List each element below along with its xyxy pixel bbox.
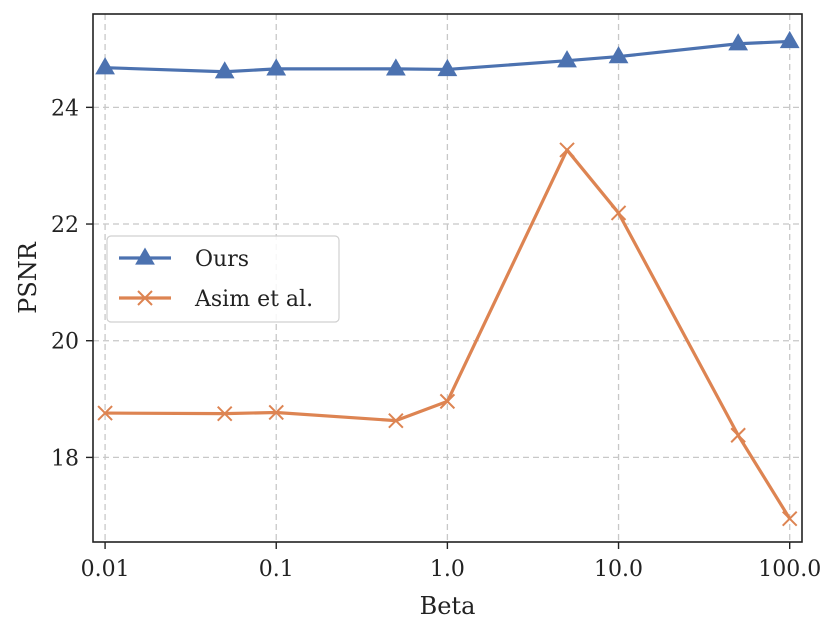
data-point-marker xyxy=(385,58,406,76)
legend-label: Asim et al. xyxy=(194,287,313,312)
ticks: 0.01 0.1 1.0 10.0 100.0 18 20 22 24 xyxy=(51,96,821,582)
y-tick-label: 20 xyxy=(51,330,79,355)
legend-item: Ours xyxy=(119,247,249,272)
data-point-marker xyxy=(97,405,113,421)
data-point-marker xyxy=(559,142,575,158)
data-point-marker xyxy=(608,46,629,64)
x-tick-label: 100.0 xyxy=(758,557,821,582)
series-asim-et-al xyxy=(97,142,798,527)
data-point-marker xyxy=(214,61,235,79)
data-point-marker xyxy=(728,33,749,51)
data-point-marker xyxy=(781,510,798,527)
grid xyxy=(93,14,802,542)
y-tick-label: 22 xyxy=(51,213,79,238)
x-tick-label: 1.0 xyxy=(430,557,465,582)
data-point-marker xyxy=(268,404,284,421)
data-point-marker xyxy=(439,393,456,410)
series-ours xyxy=(95,30,800,79)
legend-label: Ours xyxy=(195,247,249,272)
data-point-marker xyxy=(388,412,404,429)
data-point-marker xyxy=(266,58,287,76)
data-point-marker xyxy=(610,205,627,221)
data-point-marker xyxy=(95,57,115,75)
series-layer xyxy=(95,30,800,527)
data-point-marker xyxy=(779,30,800,49)
legend-swatch-marker xyxy=(135,247,155,265)
x-tick-label: 0.1 xyxy=(259,557,294,582)
x-axis-label: Beta xyxy=(420,592,476,620)
x-tick-label: 0.01 xyxy=(81,557,130,582)
data-point-marker xyxy=(557,50,577,68)
data-point-marker xyxy=(217,405,233,422)
legend-swatch-marker xyxy=(137,290,153,306)
y-tick-label: 24 xyxy=(51,96,79,121)
legend-item: Asim et al. xyxy=(119,287,313,312)
data-point-marker xyxy=(437,58,458,77)
y-axis-label: PSNR xyxy=(14,241,42,314)
legend: Ours Asim et al. xyxy=(106,235,340,323)
x-tick-label: 10.0 xyxy=(594,557,643,582)
y-tick-label: 18 xyxy=(51,446,79,471)
data-point-marker xyxy=(730,427,746,443)
